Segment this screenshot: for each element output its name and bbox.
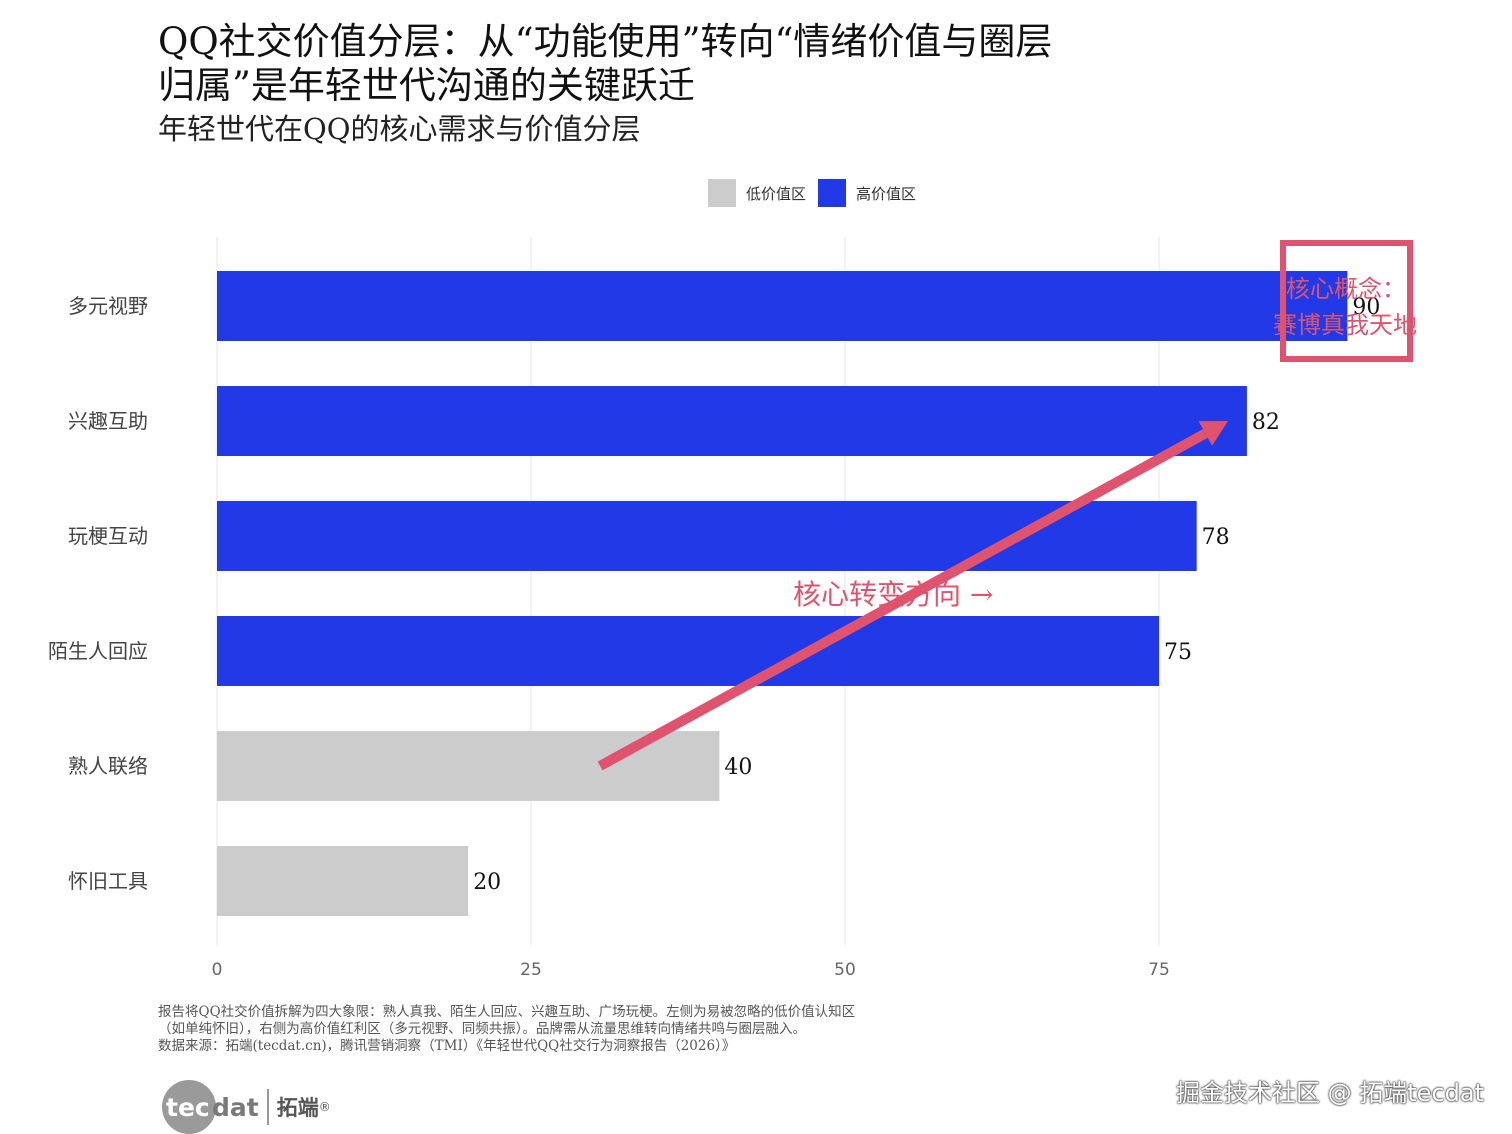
- chart-title: QQ社交价值分层：从“功能使用”转向“情绪价值与圈层归属”是年轻世代沟通的关键跃…: [158, 20, 1053, 107]
- legend: 低价值区 高价值区: [708, 179, 928, 207]
- bar-兴趣互助: [217, 386, 1247, 456]
- chart-subtitle: 年轻世代在QQ的核心需求与价值分层: [158, 112, 641, 146]
- x-tick-label: 25: [520, 960, 542, 980]
- category-label: 熟人联络: [68, 754, 148, 778]
- category-label: 陌生人回应: [48, 639, 148, 663]
- tecdat-logo: tec dat 拓端 ®: [162, 1080, 331, 1134]
- arrow-shaft: [597, 429, 1208, 771]
- footnote-text: 报告将QQ社交价值拆解为四大象限：熟人真我、陌生人回应、兴趣互助、广场玩梗。左侧…: [158, 1004, 856, 1037]
- legend-item-low: 低价值区: [708, 179, 806, 207]
- bar-怀旧工具: [217, 846, 469, 916]
- arrow-annotation-text: 核心转变方向 →: [793, 578, 993, 611]
- bar-玩梗互动: [217, 501, 1197, 571]
- value-label: 75: [1164, 640, 1192, 665]
- logo-registered: ®: [318, 1100, 331, 1114]
- legend-swatch-high: [818, 179, 847, 207]
- bar-陌生人回应: [217, 616, 1159, 686]
- x-tick-label: 0: [212, 960, 223, 980]
- value-label: 78: [1202, 525, 1230, 550]
- watermark: 掘金技术社区 @ 拓端tecdat: [1176, 1079, 1484, 1107]
- highlight-box: [1280, 240, 1413, 362]
- value-label: 20: [473, 870, 501, 895]
- x-tick-label: 75: [1148, 960, 1170, 980]
- footnote: 报告将QQ社交价值拆解为四大象限：熟人真我、陌生人回应、兴趣互助、广场玩梗。左侧…: [158, 1004, 878, 1055]
- category-label: 怀旧工具: [68, 869, 148, 893]
- logo-circle: tec: [162, 1080, 216, 1134]
- logo-cn: 拓端: [276, 1096, 319, 1120]
- value-label: 82: [1252, 410, 1280, 435]
- value-label: 90: [1352, 295, 1380, 320]
- category-label: 兴趣互助: [68, 409, 148, 433]
- box-annotation-line2: 赛博真我天地: [1273, 311, 1417, 339]
- category-label: 多元视野: [68, 294, 148, 318]
- category-label: 玩梗互动: [68, 524, 148, 548]
- x-tick-label: 50: [834, 960, 856, 980]
- box-annotation-line1: 核心概念：: [1286, 275, 1406, 303]
- legend-label-low: 低价值区: [746, 184, 807, 203]
- value-label: 40: [724, 755, 752, 780]
- bar-chart: 0 25 50 75 多元视野 90 兴趣互助 82 玩梗互动 78 陌生人回应 75 熟人联络 40 怀旧…: [48, 237, 1417, 980]
- logo-tec: tec: [166, 1092, 210, 1122]
- legend-label-high: 高价值区: [856, 184, 917, 203]
- bar-多元视野: [217, 271, 1348, 341]
- arrow-head: [1198, 421, 1229, 446]
- logo-dat: dat: [212, 1092, 259, 1122]
- logo-divider: [266, 1089, 269, 1125]
- legend-swatch-low: [708, 179, 736, 207]
- data-source: 数据来源：拓端(tecdat.cn)，腾讯营销洞察（TMI）《年轻世代QQ社交行…: [158, 1038, 736, 1054]
- legend-item-high: 高价值区: [818, 179, 916, 207]
